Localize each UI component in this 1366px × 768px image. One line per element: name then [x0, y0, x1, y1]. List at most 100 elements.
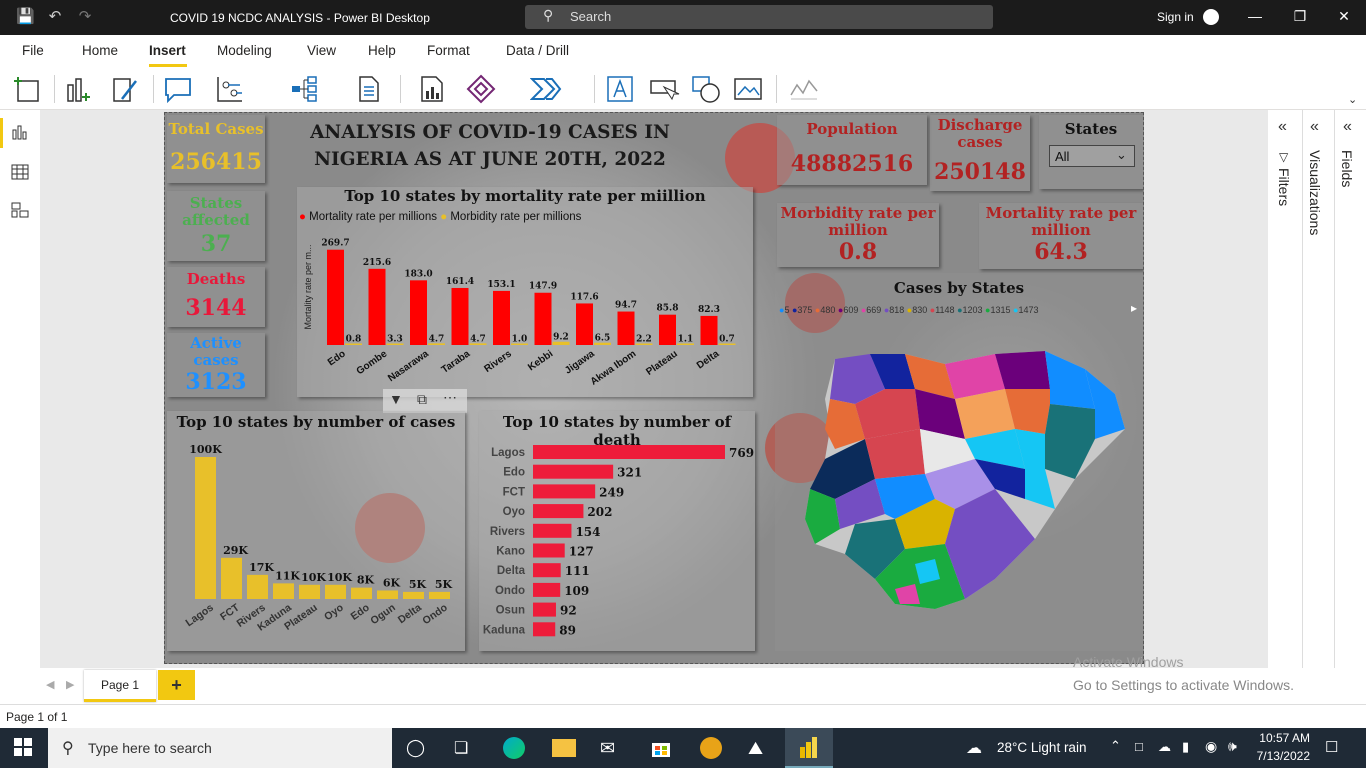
text-box-icon[interactable]	[604, 73, 636, 105]
task-view-icon[interactable]: ❏	[454, 740, 469, 757]
morbidity-bar	[718, 343, 736, 345]
battery-icon[interactable]: ▮	[1182, 739, 1190, 754]
model-view-icon[interactable]	[11, 202, 29, 218]
report-page[interactable]: Total Cases 256415 States affected 37 De…	[164, 112, 1144, 664]
card-discharge[interactable]: Discharge cases 250148	[930, 115, 1030, 191]
photos-icon[interactable]: ⛰	[748, 738, 764, 758]
cases-bar	[221, 557, 242, 599]
report-view-icon[interactable]	[11, 124, 29, 140]
clock-time[interactable]: 10:57 AM	[1259, 731, 1310, 745]
restore-icon[interactable]: ❐	[1293, 8, 1307, 24]
notifications-icon[interactable]: ☐	[1325, 739, 1339, 756]
background-virus-spike	[785, 273, 845, 333]
power-automate-icon[interactable]	[529, 73, 562, 105]
legend-marker: ●	[299, 211, 306, 223]
morbidity-bar	[552, 341, 570, 345]
collapse-ribbon-icon[interactable]: ⌄	[1348, 94, 1358, 106]
network-icon[interactable]: ◉	[1205, 738, 1218, 754]
close-icon[interactable]: ✕	[1338, 8, 1350, 24]
deaths-chart-visual[interactable]: Top 10 states by number of death Lagos 76…	[479, 411, 755, 651]
clock-date[interactable]: 7/13/2022	[1256, 749, 1310, 763]
collapse-filters-icon[interactable]: «	[1278, 118, 1287, 135]
mail-icon[interactable]: ✉	[600, 738, 616, 758]
volume-icon[interactable]: 🕪	[1228, 738, 1237, 754]
card-total-cases[interactable]: Total Cases 256415	[167, 115, 265, 183]
deaths-data-label: 89	[559, 623, 576, 637]
collapse-visualizations-icon[interactable]: «	[1310, 118, 1319, 135]
show-hidden-icons-icon[interactable]: ⌃	[1110, 738, 1121, 753]
add-page-button[interactable]: +	[158, 670, 195, 700]
menu-modeling[interactable]: Modeling	[217, 43, 272, 58]
edge-icon[interactable]	[503, 737, 525, 759]
page-tab-1[interactable]: Page 1	[84, 670, 156, 702]
card-active-cases[interactable]: Active cases 3123	[167, 333, 265, 397]
card-population[interactable]: Population 48882516	[777, 115, 927, 185]
next-page-icon[interactable]: ▶	[66, 679, 75, 691]
x-tick-label: Akwa Ibom	[589, 348, 639, 387]
menu-format[interactable]: Format	[427, 43, 470, 58]
brave-browser-icon[interactable]	[700, 737, 722, 759]
fields-pane-tab[interactable]: Fields	[1339, 150, 1355, 188]
card-mortality-rate[interactable]: Mortality rate per million 64.3	[979, 203, 1143, 269]
card-label: Deaths	[186, 270, 246, 288]
undo-icon[interactable]: ↶	[48, 8, 62, 25]
card-states-affected[interactable]: States affected 37	[167, 191, 265, 261]
windows-start-icon[interactable]	[14, 738, 34, 758]
menu-view[interactable]: View	[307, 43, 337, 58]
menu-help[interactable]: Help	[368, 43, 396, 58]
states-dropdown[interactable]: All ⌄	[1049, 145, 1135, 167]
ask-question-icon[interactable]	[110, 73, 142, 105]
paginated-report-icon[interactable]	[416, 73, 448, 105]
states-slicer[interactable]: States All ⌄	[1039, 115, 1143, 189]
redo-icon[interactable]: ↷	[78, 8, 92, 25]
comment-icon[interactable]	[162, 73, 194, 105]
save-icon[interactable]: 💾	[16, 8, 35, 25]
weather-text[interactable]: 28°C Light rain	[997, 740, 1087, 755]
store-icon[interactable]	[650, 738, 672, 758]
filter-icon[interactable]: ▼	[389, 391, 403, 407]
sign-in-link[interactable]: Sign in	[1157, 10, 1194, 24]
mortality-bar	[410, 280, 427, 345]
taskbar-search[interactable]: ⚲ Type here to search	[48, 728, 392, 768]
key-influencers-icon[interactable]	[214, 73, 246, 105]
x-tick-label: Kebbi	[526, 348, 555, 373]
new-visual-icon[interactable]	[64, 73, 96, 105]
power-bi-taskbar-button[interactable]	[785, 728, 833, 768]
file-explorer-icon[interactable]	[552, 739, 576, 757]
sparkline-icon[interactable]	[788, 73, 820, 105]
avatar[interactable]	[1203, 9, 1219, 25]
menu-insert[interactable]: Insert	[149, 43, 186, 58]
card-morbidity-rate[interactable]: Morbidity rate per million 0.8	[777, 203, 939, 267]
legend-next-icon[interactable]: ▸	[1131, 301, 1138, 315]
new-page-icon[interactable]	[12, 73, 44, 105]
minimize-icon[interactable]: —	[1248, 8, 1262, 24]
cases-by-states-map[interactable]: Cases by States ●5 ●375 ●480 ●609 ●669 ●…	[775, 273, 1143, 651]
image-icon[interactable]	[732, 73, 764, 105]
menu-file[interactable]: File	[22, 43, 44, 58]
cases-chart-visual[interactable]: Top 10 states by number of cases 100K Lag…	[167, 411, 465, 651]
filters-pane-tab[interactable]: Filters	[1276, 168, 1292, 207]
collapse-fields-icon[interactable]: «	[1343, 118, 1352, 135]
data-view-icon[interactable]	[11, 164, 29, 180]
menu-home[interactable]: Home	[82, 43, 119, 58]
smart-narrative-icon[interactable]	[352, 73, 384, 105]
cortana-icon[interactable]: ◯	[406, 738, 426, 757]
search-box[interactable]: ⚲ Search	[525, 5, 993, 29]
prev-page-icon[interactable]: ◀	[46, 679, 55, 691]
card-deaths[interactable]: Deaths 3144	[167, 267, 265, 327]
decomposition-tree-icon[interactable]	[288, 73, 320, 105]
nigeria-map	[805, 351, 1125, 609]
onedrive-icon[interactable]: ☁	[1158, 739, 1171, 754]
more-options-icon[interactable]: ⋯	[443, 389, 457, 405]
weather-icon[interactable]: ☁	[966, 740, 982, 757]
visualizations-pane-tab[interactable]: Visualizations	[1307, 150, 1323, 236]
buttons-icon[interactable]	[648, 73, 680, 105]
focus-mode-icon[interactable]: ⧉	[417, 391, 427, 407]
menu-data-drill[interactable]: Data / Drill	[506, 43, 570, 58]
power-apps-icon[interactable]	[465, 73, 497, 105]
map-legend-item: 5	[784, 305, 792, 315]
dropdown-value: All	[1055, 149, 1070, 164]
mortality-chart-visual[interactable]: Top 10 states by mortality rate per miil…	[297, 187, 753, 397]
shapes-icon[interactable]	[690, 73, 722, 105]
meet-now-icon[interactable]: □	[1135, 739, 1143, 754]
